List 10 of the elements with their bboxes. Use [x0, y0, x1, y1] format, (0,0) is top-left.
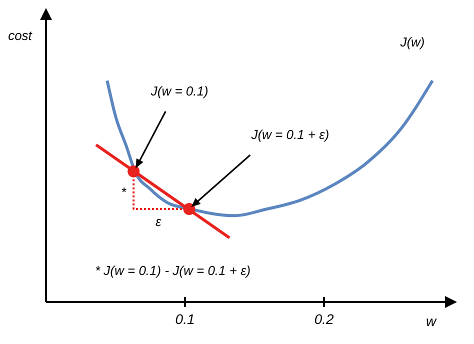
x-axis-title: w [426, 313, 437, 329]
text: J(w) [399, 34, 425, 50]
annotation: * [121, 184, 128, 200]
x-tick-label: 0.2 [314, 310, 334, 327]
annotation: J(w = 0.1 + ε) [250, 127, 330, 142]
annotation: * J(w = 0.1) - J(w = 0.1 + ε) [95, 263, 251, 278]
x-tick-label: 0.1 [175, 310, 195, 327]
annotation: J(w = 0.1) [150, 83, 208, 98]
annotation: ε [156, 214, 162, 230]
y-axis-title: cost [8, 28, 34, 43]
